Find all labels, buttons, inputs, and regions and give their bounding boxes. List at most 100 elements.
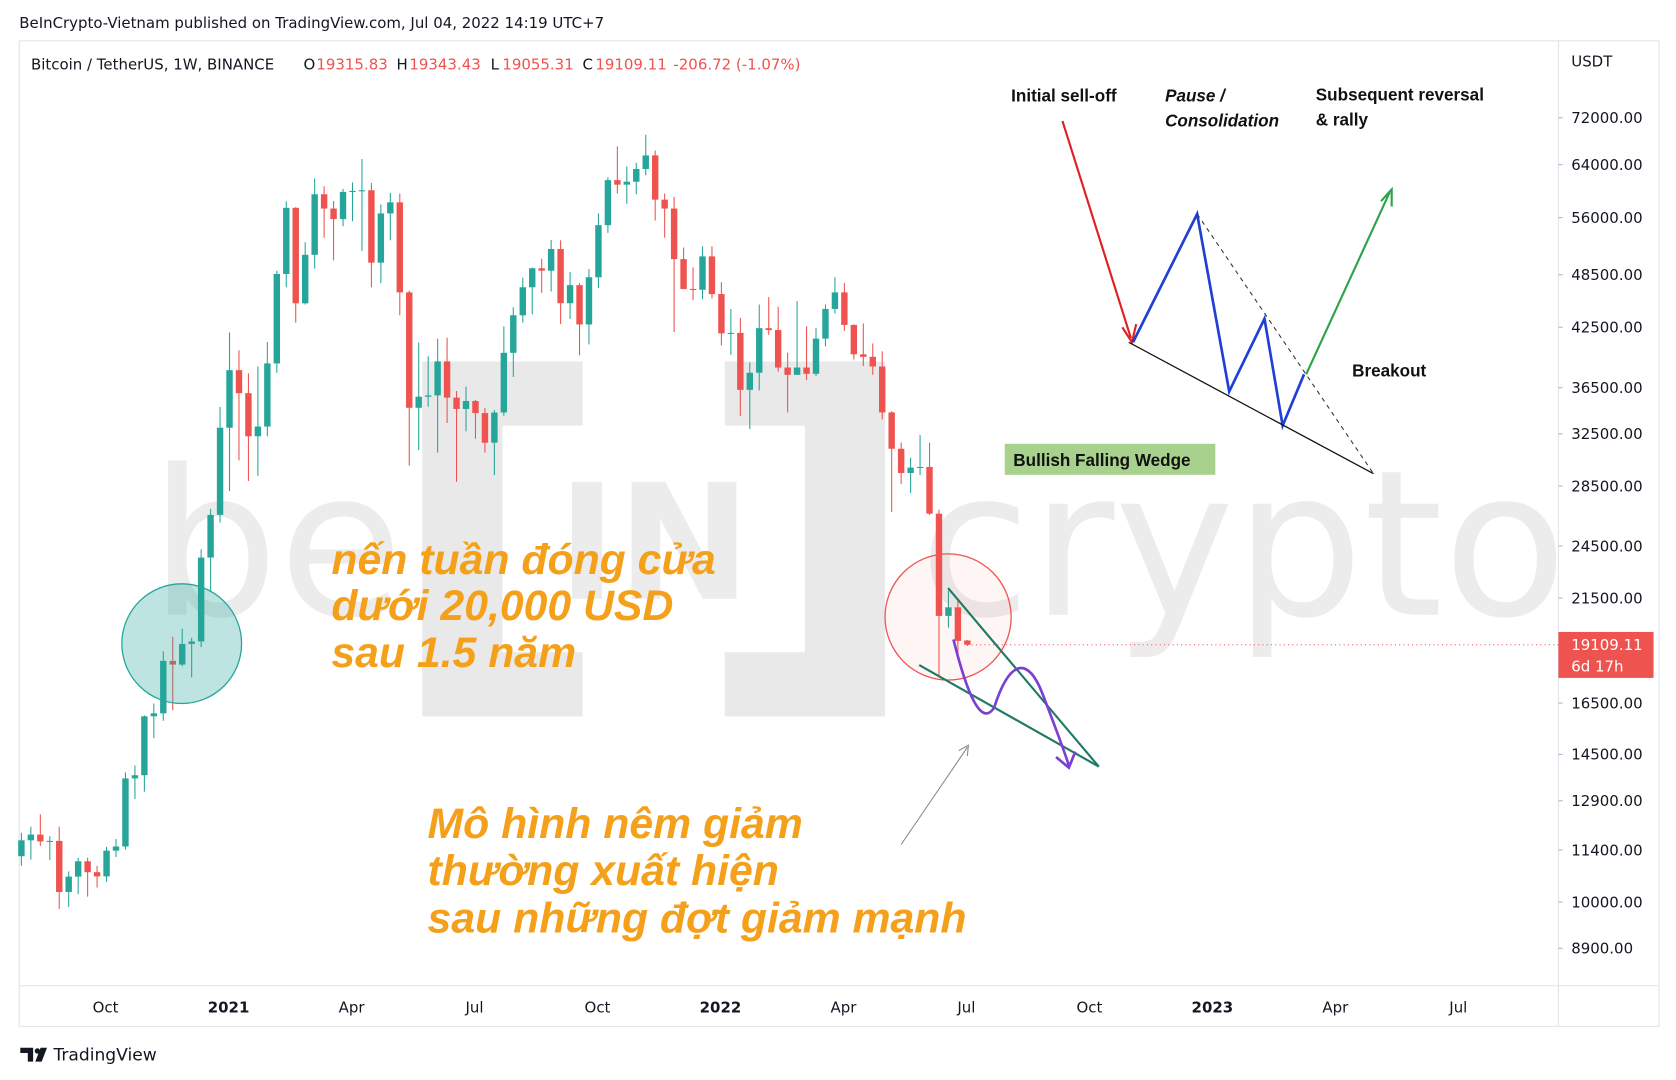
x-tick-label: Apr xyxy=(339,998,366,1016)
candle-body xyxy=(93,872,101,877)
candle-body xyxy=(670,208,678,260)
candle-body xyxy=(349,190,356,192)
candle-body xyxy=(850,324,858,355)
sell-off-arrow xyxy=(1061,120,1132,339)
candle-body xyxy=(264,363,271,427)
candle-body xyxy=(708,256,716,295)
candle-body xyxy=(860,354,867,357)
candle-body xyxy=(74,861,82,877)
candle-body xyxy=(935,513,943,616)
candle-body xyxy=(699,256,706,290)
y-tick-label: 12900.00 xyxy=(1571,792,1642,810)
candle-body xyxy=(822,308,829,339)
x-tick-label: Oct xyxy=(93,998,119,1016)
legend: Bitcoin / TetherUS, 1W, BINANCE O 19315.… xyxy=(31,56,800,74)
x-tick-label: Jul xyxy=(956,998,975,1016)
watermark-text: be xyxy=(150,426,404,663)
candle-body xyxy=(916,466,924,468)
note-line: sau những đợt giảm mạnh xyxy=(428,894,967,942)
candle-body xyxy=(680,259,687,289)
candle-body xyxy=(746,372,753,390)
candle-body xyxy=(897,448,905,473)
x-tick-label: 2022 xyxy=(700,998,742,1016)
candle-body xyxy=(510,315,517,353)
candle-body xyxy=(245,393,252,437)
candle-body xyxy=(84,861,91,873)
candle-body xyxy=(387,202,394,214)
candle-body xyxy=(330,208,337,220)
candle-body xyxy=(169,660,176,665)
candle-body xyxy=(368,190,375,263)
candle-body xyxy=(462,400,470,409)
candle-body xyxy=(964,640,971,645)
candle-body xyxy=(519,287,526,316)
schematic-label: & rally xyxy=(1316,110,1369,129)
y-tick-label: 21500.00 xyxy=(1571,589,1642,607)
candle-body xyxy=(434,361,441,396)
candle-body xyxy=(756,328,763,373)
candle-body xyxy=(226,370,233,428)
arrowhead xyxy=(1380,186,1393,207)
candle-body xyxy=(301,254,309,304)
high-label: H xyxy=(397,56,408,74)
candle-body xyxy=(415,396,422,408)
candle-body xyxy=(283,207,290,274)
x-tick-label: Jul xyxy=(1448,998,1467,1016)
candle-body xyxy=(358,190,366,192)
candle-body xyxy=(311,194,318,255)
y-tick-label: 16500.00 xyxy=(1571,694,1642,712)
x-tick-label: Oct xyxy=(585,998,611,1016)
candle-body xyxy=(27,834,35,841)
y-tick-label: 11400.00 xyxy=(1571,841,1642,859)
candle-body xyxy=(197,557,205,642)
candle-body xyxy=(179,643,186,665)
footer-brand: TradingView xyxy=(52,1046,156,1066)
x-tick-label: 2023 xyxy=(1192,998,1234,1016)
y-tick-label: 48500.00 xyxy=(1571,266,1642,284)
candle-body xyxy=(443,361,451,398)
note-line: nến tuần đóng cửa xyxy=(331,536,715,584)
logo-dot xyxy=(34,1048,41,1054)
candle-body xyxy=(633,168,640,182)
support-line xyxy=(1128,341,1374,475)
candle-body xyxy=(216,427,224,515)
candle-body xyxy=(945,607,952,616)
candle-body xyxy=(926,466,933,514)
pattern-label-box xyxy=(1004,443,1216,475)
candle-body xyxy=(907,467,914,473)
candle-body xyxy=(292,207,299,304)
candle-body xyxy=(737,332,744,390)
low-value: 19055.31 xyxy=(502,56,573,74)
rally-arrow xyxy=(1305,192,1391,375)
candle-body xyxy=(406,292,413,408)
close-value: 19109.11 xyxy=(595,56,666,74)
y-tick-label: 32500.00 xyxy=(1571,425,1642,443)
candle-body xyxy=(160,660,167,714)
candle-body xyxy=(566,285,574,304)
candle-body xyxy=(689,288,697,291)
price-unit: USDT xyxy=(1571,52,1613,70)
x-tick-label: Oct xyxy=(1076,998,1102,1016)
candle-body xyxy=(207,514,214,558)
candle-body xyxy=(831,292,839,309)
candle-body xyxy=(585,277,593,325)
candle-body xyxy=(661,199,668,209)
wedge-line xyxy=(947,587,1100,768)
pointer-arrowhead xyxy=(958,744,970,756)
candle-body xyxy=(453,397,460,409)
open-label: O xyxy=(304,56,316,74)
note-line: Mô hình nêm giảm xyxy=(428,800,803,848)
y-tick-label: 72000.00 xyxy=(1571,109,1642,127)
y-tick-label: 64000.00 xyxy=(1571,156,1642,174)
candle-body xyxy=(472,400,479,414)
schematic-label: Subsequent reversal xyxy=(1316,86,1484,105)
candle-body xyxy=(65,876,72,892)
price-timer: 6d 17h xyxy=(1571,657,1623,675)
note-line: dưới 20,000 USD xyxy=(331,582,673,630)
watermark-text: IN xyxy=(557,450,751,637)
candle-body xyxy=(812,338,820,374)
candle-body xyxy=(103,850,110,877)
candle-body xyxy=(595,225,602,278)
y-tick-label: 42500.00 xyxy=(1571,319,1642,337)
candle-body xyxy=(37,834,44,842)
